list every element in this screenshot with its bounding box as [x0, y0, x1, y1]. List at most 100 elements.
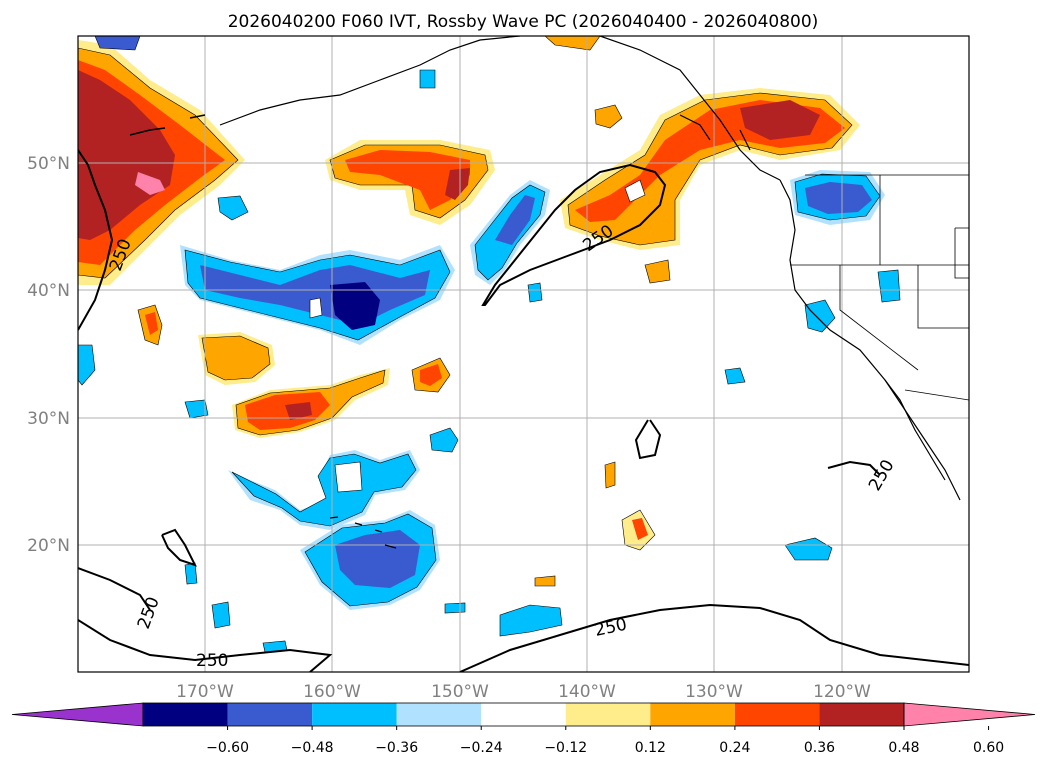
colorbar-segments — [11, 702, 1036, 727]
us-mexico-border — [904, 389, 969, 401]
colorbar-tick-label: 0.36 — [804, 740, 835, 756]
positive-anomaly-northwest-peak — [135, 172, 165, 195]
colorbar-tick-label: −0.48 — [291, 740, 334, 756]
negative-anomaly-small-5 — [527, 282, 543, 303]
colorbar-segment — [819, 703, 904, 726]
positive-anomaly-northwest-max — [78, 70, 175, 240]
colorbar-segment — [312, 703, 397, 726]
coastlines — [129, 36, 961, 549]
lon-label-120w: 120°W — [813, 682, 871, 702]
colorbar-tick-label: 0.24 — [719, 740, 750, 756]
lat-label-50n: 50°N — [27, 154, 70, 174]
positive-anomaly-small-6 — [534, 575, 556, 587]
figure-title: 2026040200 F060 IVT, Rossby Wave PC (202… — [228, 12, 819, 32]
canada-coast — [599, 36, 781, 181]
colorbar-tick-label: −0.24 — [460, 740, 503, 756]
political-borders — [790, 174, 969, 401]
lon-label-150w: 150°W — [431, 682, 489, 702]
contour-250-south-lower-1 — [78, 567, 151, 611]
alaska-coast — [219, 36, 521, 126]
positive-anomaly-northeast-max — [740, 100, 820, 140]
negative-anomaly-hawaii — [429, 427, 459, 453]
baja-california — [884, 379, 946, 481]
colorbar-tick-label: −0.36 — [375, 740, 418, 756]
colorbar-segment — [143, 703, 228, 726]
colorbar-segment — [565, 703, 651, 726]
colorbar-segment — [396, 703, 482, 726]
negative-anomaly-small-8 — [184, 562, 198, 585]
negative-anomaly-small-6 — [444, 602, 466, 614]
state-border-box — [954, 227, 969, 279]
colorbar-segment — [481, 703, 566, 726]
colorbar-tick-label: 0.48 — [888, 740, 919, 756]
colorbar-segment — [227, 703, 313, 726]
contour-250-south-lower-2 — [78, 619, 333, 672]
contour-250-central — [481, 163, 667, 306]
graticule — [78, 36, 969, 672]
positive-anomaly-central-north-inner — [345, 150, 470, 210]
british-columbia-islands — [679, 114, 751, 151]
negative-anomaly-california-inner — [805, 182, 872, 214]
contour-250-south-west — [161, 528, 197, 567]
positive-anomaly-small-3-core — [145, 312, 158, 335]
negative-anomaly-top-left — [94, 36, 141, 51]
us-west-coast — [779, 179, 961, 501]
positive-anomaly-30n-max — [285, 402, 312, 420]
colorbar-tick-label: −0.60 — [206, 740, 249, 756]
positive-anomaly-small-7 — [644, 259, 671, 284]
negative-anomaly-west-edge — [78, 344, 96, 386]
contour-250-west — [78, 149, 114, 331]
negative-anomaly-small-1 — [217, 195, 249, 221]
colorbar-segment — [650, 703, 735, 726]
negative-anomaly-south-west-core — [231, 453, 417, 527]
ivt-250-contours — [78, 149, 969, 672]
negative-anomaly-coast — [804, 299, 836, 333]
positive-anomaly-top-center — [544, 36, 601, 51]
lon-label-170w: 170°W — [176, 682, 234, 702]
positive-anomaly-small-4-core — [632, 518, 648, 540]
negative-anomaly-south-east-3 — [724, 367, 746, 385]
colorbar-segment — [734, 703, 820, 726]
positive-anomaly-central-north-max — [445, 168, 470, 200]
negative-anomaly-small-3 — [211, 601, 231, 629]
colorbar-extend-max — [903, 702, 1036, 727]
colorbar-ticks: −0.60 −0.48 −0.36 −0.24 −0.12 0.12 0.24 0.36 0.4… — [206, 726, 1004, 756]
contour-250-south — [459, 603, 969, 672]
colorbar: −0.60 −0.48 −0.36 −0.24 −0.12 0.12 0.24 0.36 0.4… — [11, 702, 1036, 756]
colorbar-tick-label: 0.60 — [973, 740, 1004, 756]
hawaii-islands — [329, 516, 397, 549]
colorbar-extend-min — [11, 702, 144, 727]
state-border-arizona — [917, 265, 969, 329]
negative-anomaly-small-4 — [419, 69, 436, 89]
map-panel: 250 250 250 250 250 250 — [77, 35, 970, 673]
positive-anomaly-west-35n-core — [201, 335, 271, 381]
lon-label-160w: 160°W — [303, 682, 361, 702]
state-border-nevada — [839, 265, 919, 371]
negative-anomaly-south-east-1 — [784, 537, 833, 561]
negative-anomaly-diagonal-inner — [495, 195, 535, 245]
negative-anomaly-central-core — [330, 282, 380, 330]
colorbar-tick-label: 0.12 — [635, 740, 666, 756]
positive-anomaly-northeast-hole — [624, 179, 646, 203]
negative-anomaly-south-west-hole — [334, 461, 363, 493]
contour-250-hawaii — [634, 419, 662, 460]
negative-anomaly-south-east-2 — [499, 604, 563, 637]
negative-anomaly-small-2 — [184, 399, 209, 419]
contour-label-bottom: 250 — [196, 651, 228, 671]
contour-250-east — [827, 460, 881, 476]
colorbar-tick-label: −0.12 — [544, 740, 587, 756]
positive-anomaly-small-5 — [604, 461, 616, 489]
colorbar-outline — [142, 702, 905, 727]
positive-anomaly-small-2-core — [420, 364, 442, 386]
lat-label-20n: 20°N — [27, 536, 70, 556]
lat-label-30n: 30°N — [27, 409, 70, 429]
positive-anomaly-small-1 — [594, 104, 623, 129]
latitude-labels: 50°N 40°N 30°N 20°N — [27, 154, 70, 556]
aleutian-islands — [129, 114, 206, 136]
lon-label-130w: 130°W — [685, 682, 743, 702]
map-frame — [77, 35, 970, 673]
lon-label-140w: 140°W — [558, 682, 616, 702]
longitude-labels: 170°W 160°W 150°W 140°W 130°W 120°W — [176, 682, 871, 702]
negative-anomaly-south-east-4 — [877, 269, 901, 303]
